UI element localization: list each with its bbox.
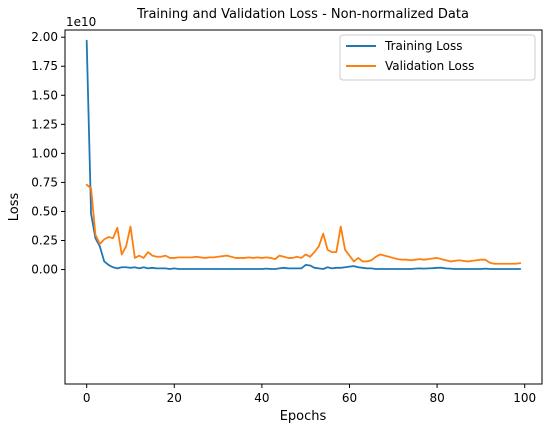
- legend-label-validation: Validation Loss: [385, 59, 474, 73]
- chart-title: Training and Validation Loss - Non-norma…: [136, 7, 469, 22]
- series-line-validation: [85, 183, 522, 265]
- x-tick-label: 40: [254, 391, 269, 405]
- x-axis: 0 20 40 60 80 100: [83, 384, 536, 405]
- y-tick-label: 2.00: [31, 30, 58, 44]
- y-tick-label: 1.50: [31, 88, 58, 102]
- x-tick-label: 60: [342, 391, 357, 405]
- y-tick-label: 0.25: [31, 234, 58, 248]
- legend-box: [339, 34, 536, 81]
- plot-frame: [64, 29, 543, 385]
- x-tick-label: 80: [429, 391, 444, 405]
- legend-label-training: Training Loss: [384, 39, 462, 53]
- y-axis-label: Loss: [7, 193, 22, 222]
- series-line-training: [85, 39, 522, 270]
- y-tick-label: 1.25: [31, 117, 58, 131]
- plot-area: [85, 39, 522, 270]
- legend: Training Loss Validation Loss: [339, 34, 536, 81]
- x-axis-label: Epochs: [280, 409, 327, 424]
- x-tick-label: 0: [83, 391, 91, 405]
- y-tick-label: 0.00: [31, 263, 58, 277]
- y-axis: 0.00 0.25 0.50 0.75 1.00 1.25 1.50 1.75 2.00: [31, 30, 65, 277]
- y-tick-label: 0.75: [31, 175, 58, 189]
- y-scale-label: 1e10: [66, 15, 96, 29]
- y-tick-label: 1.75: [31, 59, 58, 73]
- x-tick-label: 20: [167, 391, 182, 405]
- x-tick-label: 100: [513, 391, 536, 405]
- y-tick-label: 1.00: [31, 146, 58, 160]
- y-tick-label: 0.50: [31, 204, 58, 218]
